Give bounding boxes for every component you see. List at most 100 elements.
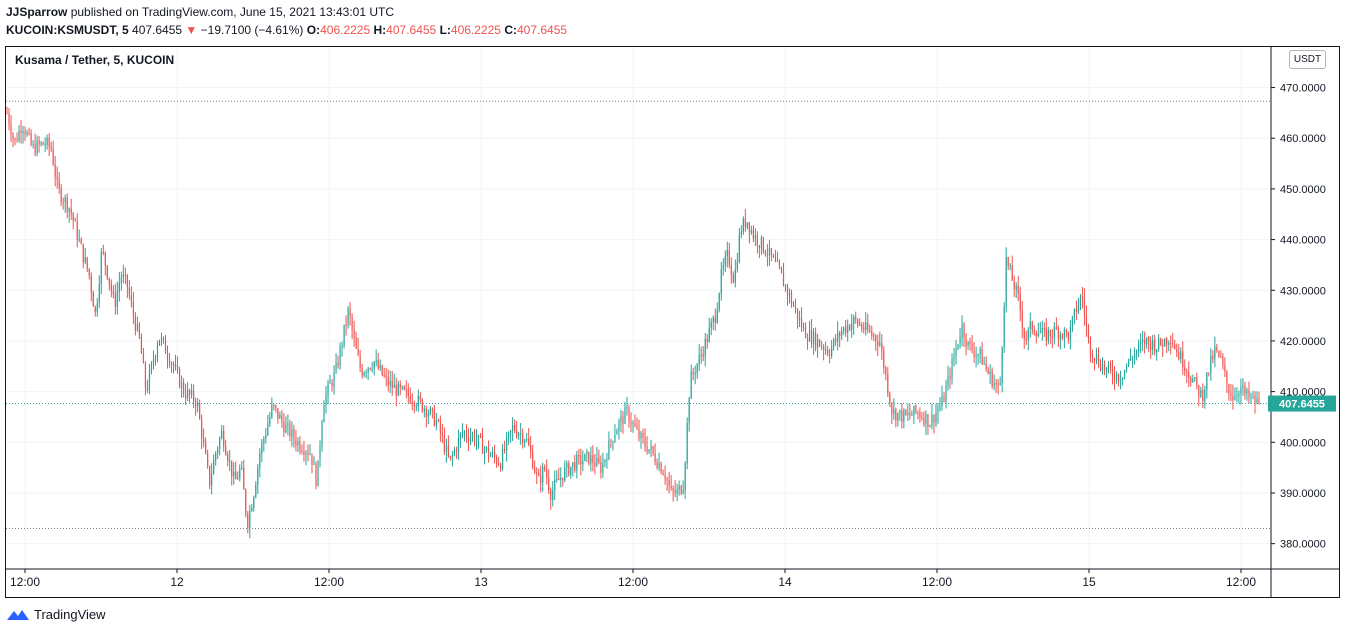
candle [1170,335,1172,355]
candle [1240,378,1242,405]
candle [409,387,411,405]
candle [112,285,114,299]
candle [524,438,526,448]
candle [367,366,369,381]
candle [172,361,175,374]
candle [60,184,62,206]
candle [1208,372,1210,377]
candle [140,333,143,354]
candle [1142,330,1144,351]
candle [1121,377,1124,386]
candle [439,415,441,442]
candle [1244,381,1246,400]
candle [1023,327,1025,349]
chart-frame [5,46,1340,598]
candle [1176,343,1178,358]
candle [640,430,642,449]
candle [339,342,341,370]
candle [630,412,632,433]
candle [907,403,909,422]
candle [355,331,357,350]
candle [1180,347,1182,364]
candle [909,403,911,420]
candle [52,140,54,166]
candle [14,137,16,146]
footer-brand[interactable]: TradingView [6,607,106,622]
candle [166,345,169,369]
candle [1011,255,1013,281]
candle [656,458,658,470]
candle [130,286,132,308]
candle [489,451,492,457]
candle [94,305,96,317]
currency-unit-button[interactable]: USDT [1289,50,1326,69]
candle [624,402,626,425]
candle [863,322,865,334]
candle [672,485,674,502]
candle [997,379,999,395]
candle [305,449,307,466]
candle [245,488,247,518]
candle [1136,349,1138,361]
candle [201,414,203,450]
candle [508,431,510,446]
candle [114,283,116,315]
candle [1250,392,1252,405]
candle [413,400,415,414]
candle [122,264,124,284]
candle [891,402,893,424]
candle [999,376,1001,386]
candle [267,414,269,437]
tradingview-logo-icon [7,609,29,620]
candle [550,487,552,510]
author-name[interactable]: JJSparrow [6,5,68,19]
candle [1148,335,1150,353]
candle [816,333,819,358]
candle [724,250,726,272]
candle [287,414,289,436]
candle [1224,357,1226,378]
candle [1081,287,1084,309]
candle [885,365,887,381]
candle [176,356,179,374]
candle [297,437,299,453]
candle [1027,327,1029,351]
candle [445,438,448,463]
candle [1188,361,1190,388]
candle [925,410,927,435]
candle [24,126,26,142]
candle [76,213,78,248]
candle [1051,329,1053,349]
candle [516,421,518,439]
candle [692,367,694,381]
candle [588,451,590,466]
y-tick-label: 460.0000 [1280,133,1326,145]
candle [963,321,965,348]
candle [154,354,157,366]
candle [1109,359,1112,374]
candle [36,135,38,157]
candle [495,454,498,468]
candle [136,316,139,332]
candle [1061,333,1063,341]
candle [700,346,702,364]
candle [802,322,805,332]
candle [1085,305,1088,337]
candle [110,279,112,298]
candle [401,385,403,391]
candle [98,275,100,309]
candle [548,469,550,495]
candle [393,373,395,388]
candle [106,264,108,281]
candle [327,379,329,404]
candle [895,407,897,428]
candle [536,467,538,485]
candle [650,439,652,458]
candle [417,389,419,412]
candle [959,328,961,349]
candle [810,319,813,349]
candle [702,345,704,362]
candle [590,446,592,472]
candle [788,288,791,304]
